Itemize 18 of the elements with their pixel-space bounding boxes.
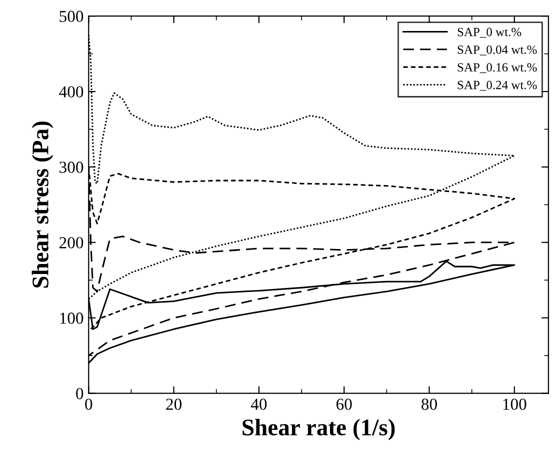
legend-label: SAP_0.16 wt.%	[458, 63, 537, 74]
x-tick-label: 80	[422, 398, 437, 410]
x-tick-label: 40	[250, 398, 267, 410]
y-tick-label: 100	[60, 312, 84, 324]
legend-label: SAP_0 wt.%	[458, 28, 522, 38]
legend-label: SAP_0.24 wt.%	[458, 80, 537, 91]
y-tick-label: 0	[76, 388, 84, 400]
legend-label: SAP_0.04 wt.%	[458, 45, 537, 56]
x-axis-title: Shear rate (1/s)	[242, 418, 395, 440]
x-tick-label: 100	[503, 398, 526, 410]
x-tick-label: 60	[336, 398, 352, 410]
x-tick-label: 0	[85, 398, 92, 410]
x-tick-label: 20	[166, 398, 182, 410]
y-tick-label: 400	[59, 86, 84, 98]
y-tick-label: 500	[60, 10, 84, 22]
y-tick-label: 200	[60, 237, 84, 248]
y-tick-label: 300	[60, 162, 84, 173]
y-axis-title: Shear stress (Pa)	[32, 122, 54, 288]
